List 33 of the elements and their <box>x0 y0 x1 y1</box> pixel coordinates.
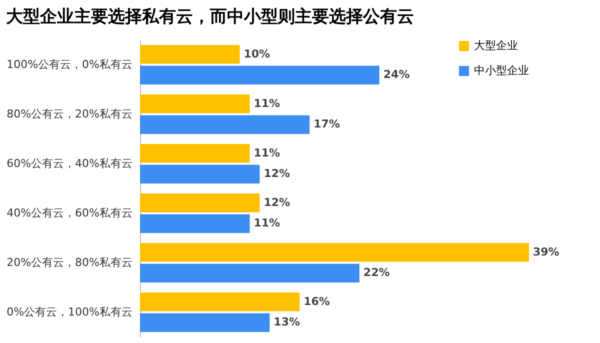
bar <box>140 313 270 332</box>
bar <box>140 264 360 283</box>
bar <box>140 115 310 134</box>
bar <box>140 193 260 212</box>
data-label: 11% <box>254 146 280 160</box>
bar <box>140 94 250 114</box>
data-label: 11% <box>254 216 280 230</box>
data-label: 16% <box>304 294 330 308</box>
bar <box>140 144 250 163</box>
data-label: 13% <box>274 316 300 329</box>
data-label: 22% <box>363 266 390 280</box>
data-label: 10% <box>244 47 270 60</box>
data-label: 17% <box>314 118 340 131</box>
y-tick-label: 20%公有云，80%私有云 <box>6 256 132 269</box>
y-tick-label: 0%公有云，100%私有云 <box>6 305 132 318</box>
data-label: 24% <box>383 68 410 82</box>
data-label: 12% <box>264 167 290 180</box>
bar <box>140 164 260 184</box>
bar <box>140 242 529 262</box>
y-tick-label: 40%公有云，60%私有云 <box>6 206 132 220</box>
data-label: 39% <box>533 245 560 258</box>
bar <box>140 292 300 312</box>
data-label: 12% <box>264 196 290 209</box>
legend-label: 大型企业 <box>474 39 518 52</box>
bar <box>140 44 240 64</box>
legend-label: 中小型企业 <box>474 64 529 77</box>
chart-title: 大型企业主要选择私有云，而中小型则主要选择公有云 <box>6 7 414 27</box>
data-label: 11% <box>254 96 280 110</box>
y-tick-label: 80%公有云，20%私有云 <box>6 107 132 120</box>
bar <box>140 214 250 234</box>
bar <box>140 66 380 85</box>
y-tick-label: 60%公有云，40%私有云 <box>6 156 132 170</box>
y-tick-label: 100%公有云，0%私有云 <box>6 58 132 71</box>
